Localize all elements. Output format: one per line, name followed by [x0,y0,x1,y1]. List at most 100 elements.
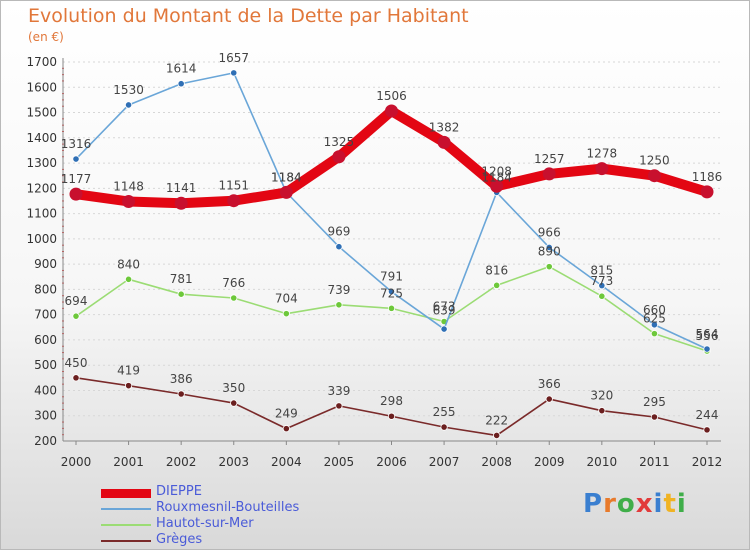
data-point [177,290,185,298]
legend-label: DIEPPE [156,484,202,499]
chart-subtitle: (en €) [28,30,64,44]
data-label: 320 [590,389,613,403]
data-label: 564 [696,327,719,341]
y-tick-label: 500 [34,358,57,372]
data-label: 781 [170,272,193,286]
data-point [650,321,659,329]
data-point [72,374,80,382]
data-label: 673 [433,299,456,313]
data-label: 1257 [534,152,565,166]
x-tick-label: 2006 [376,455,407,469]
y-tick-label: 600 [34,333,57,347]
y-tick-label: 1600 [26,80,57,94]
x-tick-label: 2003 [218,455,249,469]
data-point [385,104,398,118]
data-point [647,169,661,183]
data-point [230,399,238,407]
x-tick-label: 2009 [534,455,565,469]
data-label: 1208 [481,164,512,178]
data-point [440,423,448,431]
data-label: 1614 [166,62,197,76]
data-label: 386 [170,372,193,386]
data-point [545,395,553,403]
data-label: 660 [643,303,666,317]
data-point [700,185,714,199]
data-point [230,294,238,302]
legend-label: Grèges [156,532,203,547]
data-point [387,304,396,312]
x-tick-label: 2000 [61,455,92,469]
data-point [595,162,609,176]
y-tick-label: 900 [34,257,57,271]
data-point [230,69,238,77]
data-point [490,179,504,193]
data-point [387,412,396,420]
y-tick-label: 700 [34,308,57,322]
data-label: 366 [538,377,561,391]
y-tick-label: 800 [34,282,57,296]
data-point [177,390,185,398]
legend-swatch [101,524,151,526]
data-label: 694 [65,294,88,308]
data-label: 249 [275,407,298,421]
data-point [545,243,553,252]
data-point [174,196,188,210]
data-label: 1250 [639,154,670,168]
data-label: 969 [327,225,350,239]
legend-swatch [101,508,151,510]
data-point [335,301,343,309]
data-point [335,402,343,410]
data-point [227,194,241,208]
data-point [177,80,185,88]
data-label: 816 [485,263,508,277]
data-point [122,194,136,208]
data-label: 639 [433,303,456,317]
data-point [703,345,711,353]
data-point [282,310,290,318]
data-label: 766 [222,276,245,290]
data-label: 244 [696,408,719,422]
y-tick-label: 1500 [26,106,57,120]
brand-letter: x [635,489,654,519]
data-label: 725 [380,286,403,300]
data-label: 966 [538,225,561,239]
legend-label: Rouxmesnil-Bouteilles [156,500,300,515]
data-label: 840 [117,257,140,271]
data-label: 1382 [429,120,460,134]
data-label: 298 [380,394,403,408]
y-tick-label: 1100 [26,207,57,221]
data-point [598,292,606,300]
data-point [387,288,396,296]
y-tick-label: 200 [34,434,57,448]
data-point [545,263,553,271]
data-point [437,135,451,149]
data-label: 1186 [692,170,723,184]
data-label: 1141 [166,181,197,195]
x-tick-label: 2008 [481,455,512,469]
y-tick-label: 1300 [26,156,57,170]
data-label: 1177 [61,172,92,186]
data-label: 1151 [218,179,249,193]
data-point [650,413,659,421]
data-point [493,431,501,440]
data-label: 255 [433,405,456,419]
brand-letter: t [663,489,677,519]
data-point [72,312,80,320]
y-tick-label: 1700 [26,55,57,69]
data-point [279,185,293,199]
data-label: 1325 [324,135,355,149]
data-label: 339 [327,384,350,398]
y-tick-label: 400 [34,383,57,397]
legend-swatch [101,540,151,542]
data-label: 556 [696,329,719,343]
x-tick-label: 2001 [113,455,144,469]
x-tick-label: 2012 [692,455,723,469]
data-point [598,282,606,290]
data-label: 1278 [587,147,618,161]
data-point [282,425,290,433]
y-tick-label: 300 [34,409,57,423]
data-label: 1657 [218,51,249,65]
brand-logo: Proxiti [583,489,687,519]
brand-letter: i [676,489,687,519]
data-point [542,167,556,181]
